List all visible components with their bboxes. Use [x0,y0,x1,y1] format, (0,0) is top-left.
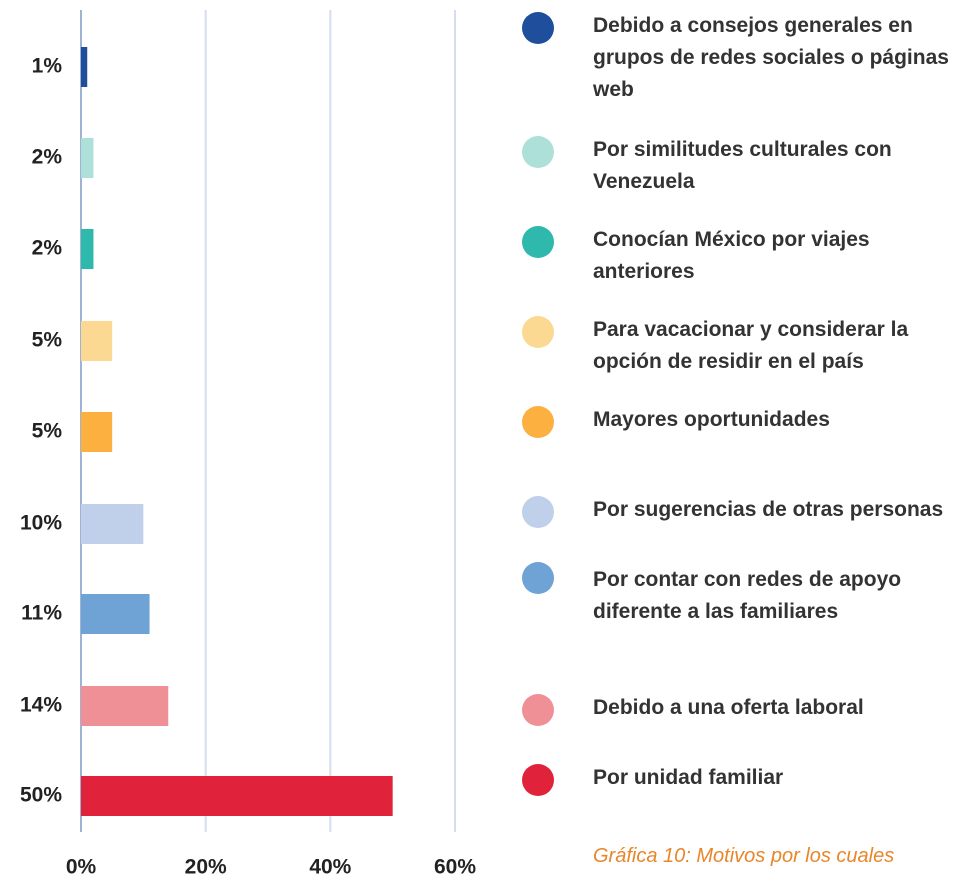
x-tick-label: 20% [185,856,227,879]
caption: Gráfica 10: Motivos por los cuales [593,845,895,867]
legend-swatch [522,136,554,168]
bar [81,138,94,178]
value-label: 2% [32,146,63,169]
legend-swatch [522,496,554,528]
value-label: 10% [20,512,62,535]
value-label: 2% [32,237,63,260]
bar [81,229,94,269]
bar [81,686,169,726]
x-tick-label: 60% [434,856,476,879]
bar [81,321,113,361]
legend-swatch [522,694,554,726]
legend-label: Por contar con redes de apoyo diferente … [593,568,902,623]
bar [81,412,113,452]
legend-label: Conocían México por viajes anteriores [593,228,870,283]
legend-label: Por similitudes culturales con Venezuela [593,138,892,193]
legend-swatch [522,226,554,258]
legend-swatch [522,764,554,796]
legend-label: Por unidad familiar [593,766,784,789]
value-label: 11% [21,602,62,625]
legend-swatch [522,12,554,44]
legend-swatch [522,562,554,594]
value-label: 5% [32,420,63,443]
bar [81,47,88,87]
legend-label: Para vacacionar y considerar la opción d… [593,318,909,373]
value-label: 50% [20,784,62,807]
legend-swatch [522,316,554,348]
value-label: 5% [32,329,63,352]
bar [81,776,393,816]
value-label: 1% [32,55,63,78]
x-tick-label: 40% [309,856,351,879]
legend-label: Debido a consejos generales en grupos de… [593,14,949,101]
legend-label: Por sugerencias de otras personas [593,498,944,521]
legend-label: Mayores oportunidades [593,408,830,431]
bar [81,594,150,634]
legend-label: Debido a una oferta laboral [593,696,864,719]
x-tick-label: 0% [66,856,97,879]
legend-swatch [522,406,554,438]
bar [81,504,144,544]
value-label: 14% [20,694,62,717]
